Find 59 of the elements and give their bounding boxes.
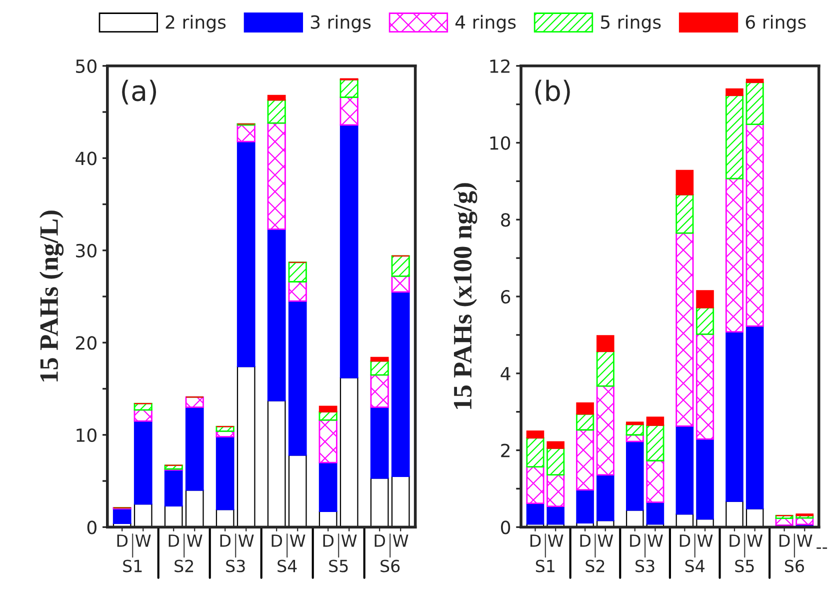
x-tick-label: D: [272, 534, 282, 547]
text: --: [816, 547, 828, 549]
legend-label: 4 rings: [455, 14, 516, 32]
text: S3: [636, 560, 654, 572]
legend-label: 2 rings: [166, 14, 226, 32]
text: S4: [685, 560, 705, 572]
x-tick-label: W: [598, 534, 614, 547]
y-axis-title: 15 PAHs (x100 ng/g): [453, 183, 478, 409]
x-tick-label: D: [680, 534, 690, 547]
text: S2: [174, 560, 194, 572]
text: S1: [536, 560, 554, 572]
y-tick-label: 10: [76, 428, 96, 442]
x-tick-label: D: [530, 534, 541, 547]
x-tick-label: D: [730, 534, 740, 547]
y-axis-title: 15 PAHs (ng/L): [39, 210, 64, 382]
y-tick-label: 50: [76, 59, 96, 74]
legend-label: 5 rings: [600, 14, 661, 32]
y-tick-label: 30: [76, 244, 96, 258]
x-tick-label: D: [780, 534, 790, 547]
text: S6: [380, 560, 400, 572]
x-tick-label: W: [135, 534, 151, 547]
text: S6: [784, 560, 804, 572]
legend-label: 6 rings: [746, 14, 806, 32]
x-tick-label: W: [697, 534, 713, 547]
text: S2: [586, 560, 604, 572]
x-tick-label: W: [548, 534, 564, 547]
text: S3: [226, 560, 245, 572]
x-tick-label: D: [323, 534, 334, 547]
y-tick-label: 6: [501, 290, 510, 304]
text: S5: [329, 560, 348, 572]
y-tick-label: 20: [76, 336, 96, 350]
y-tick-label: 2: [501, 444, 510, 458]
x-tick-label: W: [290, 534, 306, 547]
y-tick-label: 40: [76, 152, 96, 166]
x-tick-label: D: [630, 534, 640, 547]
x-tick-label: W: [648, 534, 663, 547]
text: S4: [278, 560, 297, 572]
y-tick-label: 0: [87, 520, 96, 534]
x-tick-label: W: [238, 534, 254, 547]
x-tick-label: D: [117, 534, 128, 547]
text: S1: [123, 560, 142, 572]
x-tick-label: D: [220, 534, 231, 547]
x-tick-label: W: [341, 534, 357, 547]
y-tick-label: 0: [501, 520, 510, 534]
x-tick-label: D: [580, 534, 590, 547]
y-tick-label: 12: [490, 59, 510, 73]
x-tick-label: W: [392, 534, 408, 547]
chart-title: (b): [535, 80, 570, 104]
chart-title: (a): [122, 80, 156, 104]
y-tick-label: 8: [501, 213, 510, 227]
y-tick-label: 10: [490, 136, 510, 150]
x-tick-label: W: [796, 534, 812, 547]
y-tick-label: 4: [500, 367, 510, 380]
x-tick-label: W: [747, 534, 763, 547]
text: S5: [735, 560, 754, 572]
x-tick-label: D: [374, 534, 386, 547]
x-tick-label: D: [168, 534, 180, 547]
x-tick-label: W: [186, 534, 202, 547]
legend-label: 3 rings: [310, 14, 371, 32]
